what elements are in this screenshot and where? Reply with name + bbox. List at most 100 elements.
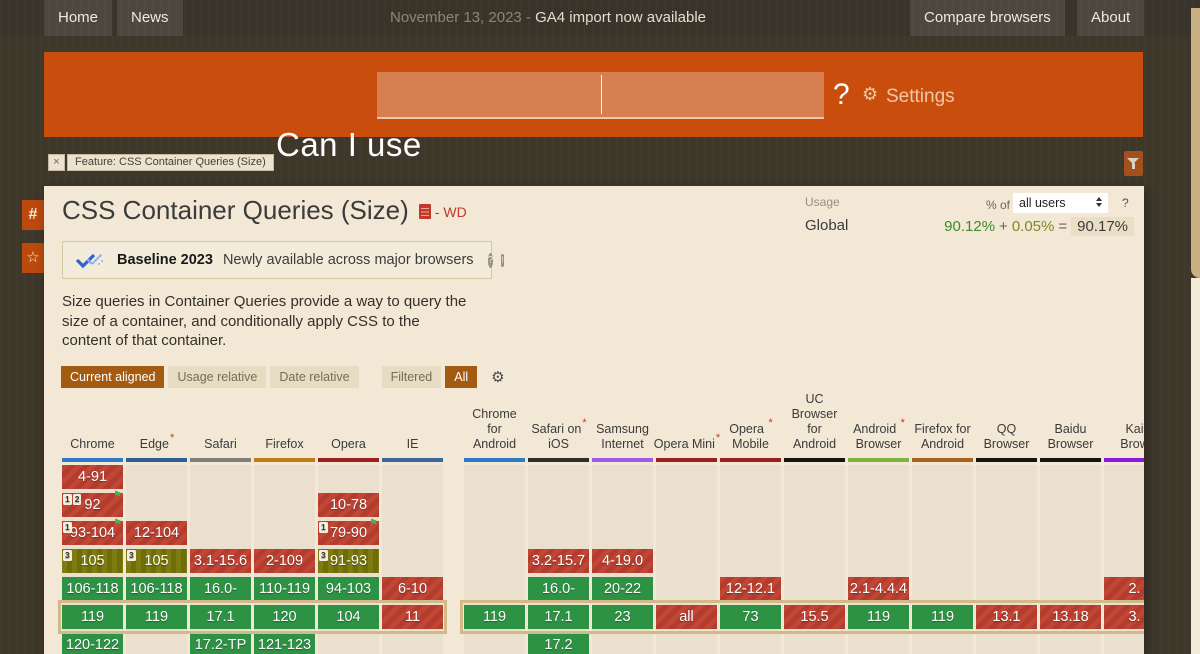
- support-cell[interactable]: 2.: [1104, 577, 1144, 601]
- spec-status[interactable]: - WD: [434, 204, 467, 221]
- baseline-help-icon[interactable]: ?: [487, 252, 494, 268]
- support-cell[interactable]: 17.2-TP: [190, 633, 251, 654]
- top-nav-bar: Home News November 13, 2023 - GA4 import…: [0, 0, 1200, 36]
- baseline-feedback-icon[interactable]: !: [501, 253, 504, 267]
- nav-news[interactable]: News: [117, 0, 183, 36]
- support-cell[interactable]: 12-12.1: [720, 577, 781, 601]
- support-cell[interactable]: 20-22: [592, 577, 653, 601]
- browser-column-header: UC Browser for Android: [791, 392, 838, 451]
- support-cell[interactable]: 3.: [1104, 605, 1144, 629]
- support-cell[interactable]: 121-123: [254, 633, 315, 654]
- browser-color-bar: [62, 458, 123, 462]
- flag-icon: ⚑: [113, 490, 122, 501]
- browser-color-bar: [912, 458, 973, 462]
- browser-color-bar: [318, 458, 379, 462]
- page-title: CSS Container Queries (Size) - WD: [62, 195, 467, 225]
- browser-column-header: QQ Browser: [983, 422, 1030, 451]
- view-date-relative-button[interactable]: Date relative: [270, 366, 359, 388]
- favorite-star-icon[interactable]: ☆: [22, 243, 44, 273]
- support-cell[interactable]: 16.0-17.0: [190, 577, 251, 621]
- support-cell[interactable]: 119: [848, 605, 909, 629]
- note-badges: 3: [319, 550, 328, 561]
- support-cell[interactable]: 11: [382, 605, 443, 629]
- usage-help-icon[interactable]: ?: [1122, 196, 1129, 210]
- support-cell[interactable]: 17.1: [528, 605, 589, 629]
- support-cell[interactable]: 119: [464, 605, 525, 629]
- funnel-icon: [1127, 158, 1139, 164]
- note-asterisk: *: [768, 416, 773, 429]
- filter-button[interactable]: [1124, 151, 1143, 176]
- current-version-row-highlight: [58, 600, 447, 634]
- support-cell[interactable]: 2.1-4.4.4: [848, 577, 909, 601]
- support-cell[interactable]: 106-118: [62, 577, 123, 601]
- browser-column-header: Safari on* iOS: [531, 416, 587, 451]
- permalink-button[interactable]: #: [22, 200, 44, 230]
- nav-about[interactable]: About: [1077, 0, 1145, 36]
- support-cell[interactable]: 119: [62, 605, 123, 629]
- support-cell[interactable]: 79-90 1 ⚑: [318, 518, 379, 545]
- browser-color-bar: [976, 458, 1037, 462]
- support-cell[interactable]: 110-119: [254, 577, 315, 601]
- support-cell[interactable]: 12-104: [126, 521, 187, 545]
- search-help-icon[interactable]: ?: [833, 78, 850, 111]
- feature-tag-close-icon[interactable]: ×: [48, 154, 65, 171]
- view-usage-relative-button[interactable]: Usage relative: [168, 366, 267, 388]
- browser-color-bar: [1040, 458, 1101, 462]
- support-cell[interactable]: 3.2-15.7: [528, 549, 589, 573]
- support-cell[interactable]: 104: [318, 605, 379, 629]
- nav-compare-browsers[interactable]: Compare browsers: [910, 0, 1065, 36]
- support-cell[interactable]: 17.1: [190, 605, 251, 629]
- support-cell[interactable]: 16.0-17.0: [528, 577, 589, 621]
- support-cell[interactable]: 94-103: [318, 577, 379, 601]
- support-cell[interactable]: 106-118: [126, 577, 187, 601]
- support-cell[interactable]: 4-19.0: [592, 549, 653, 573]
- browser-column-header: Opera * Mobile: [729, 416, 773, 451]
- support-cell[interactable]: 4-91: [62, 465, 123, 489]
- support-cell[interactable]: 120-122: [62, 633, 123, 654]
- filter-filtered-button[interactable]: Filtered: [381, 366, 442, 388]
- support-cell[interactable]: 13.18: [1040, 605, 1101, 629]
- news-banner[interactable]: November 13, 2023 - GA4 import now avail…: [390, 9, 706, 26]
- select-arrows-icon: [1096, 197, 1102, 207]
- support-cell[interactable]: 119: [126, 605, 187, 629]
- filter-all-button[interactable]: All: [445, 366, 478, 388]
- support-cell[interactable]: 91-93 3: [318, 549, 379, 573]
- site-logo[interactable]: Can I use: [276, 126, 422, 163]
- note-badges: 3: [127, 550, 136, 561]
- support-cell[interactable]: 17.2: [528, 633, 589, 654]
- percent-of-select[interactable]: all users: [1013, 193, 1108, 213]
- right-edge-panel-top: [1191, 8, 1200, 278]
- support-cell[interactable]: 15.5: [784, 605, 845, 629]
- banner-message: GA4 import now available: [535, 9, 706, 26]
- note-asterisk: *: [582, 416, 587, 429]
- gear-icon[interactable]: ⚙: [862, 84, 879, 105]
- browser-color-bar: [254, 458, 315, 462]
- text-cursor: [600, 75, 602, 114]
- support-cell[interactable]: 93-104 1 ⚑: [62, 518, 123, 545]
- support-cell[interactable]: 92 1 2 ⚑: [62, 490, 123, 517]
- feature-tag-label: Feature: CSS Container Queries (Size): [67, 154, 274, 171]
- view-current-aligned-button[interactable]: Current aligned: [61, 366, 165, 388]
- usage-label: Usage: [805, 195, 840, 209]
- support-cell[interactable]: 6-10: [382, 577, 443, 601]
- support-cell[interactable]: 120: [254, 605, 315, 629]
- nav-home[interactable]: Home: [44, 0, 113, 36]
- browser-column-header: Opera Mini*: [653, 431, 721, 451]
- note-badges: 1: [319, 522, 328, 533]
- table-settings-gear-icon[interactable]: ⚙: [491, 368, 505, 386]
- support-cell[interactable]: 105 3: [62, 549, 123, 573]
- support-cell[interactable]: 119: [912, 605, 973, 629]
- support-cell[interactable]: 2-109: [254, 549, 315, 573]
- support-cell[interactable]: all: [656, 605, 717, 629]
- support-cell[interactable]: 73: [720, 605, 781, 629]
- support-cell[interactable]: 3.1-15.6: [190, 549, 251, 573]
- percent-of-label: % of: [986, 198, 1011, 212]
- spec-doc-icon[interactable]: [418, 203, 431, 219]
- support-cell[interactable]: 10-78: [318, 493, 379, 517]
- support-cell[interactable]: 13.1: [976, 605, 1037, 629]
- support-cell[interactable]: 23: [592, 605, 653, 629]
- support-cell[interactable]: 105 3: [126, 549, 187, 573]
- current-version-row-highlight: [460, 600, 1144, 634]
- settings-button[interactable]: Settings: [886, 86, 955, 107]
- search-box: [377, 72, 824, 119]
